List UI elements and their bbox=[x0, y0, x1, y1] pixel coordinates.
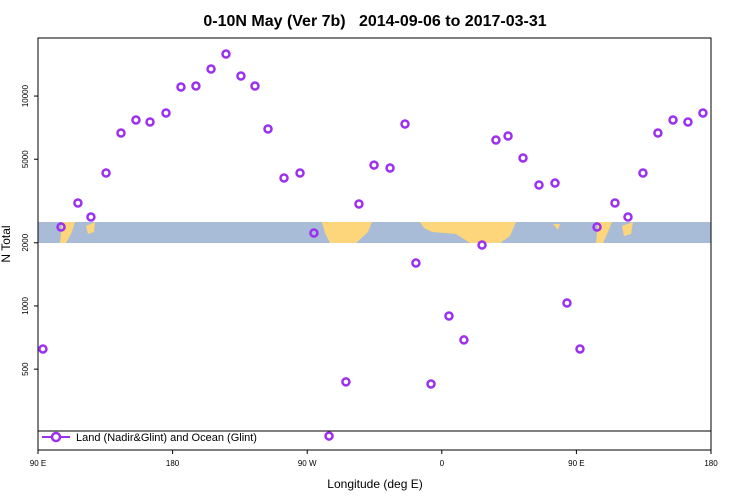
data-point bbox=[400, 119, 410, 129]
data-point bbox=[86, 212, 96, 222]
map-strip bbox=[38, 222, 711, 243]
data-point bbox=[341, 377, 351, 387]
ocean-band bbox=[38, 222, 711, 243]
legend-marker bbox=[50, 431, 62, 443]
data-point bbox=[459, 335, 469, 345]
x-tick-label: 180 bbox=[704, 459, 718, 468]
data-point bbox=[324, 431, 334, 441]
data-point bbox=[236, 71, 246, 81]
data-point bbox=[426, 379, 436, 389]
data-point bbox=[411, 258, 421, 268]
land bbox=[322, 222, 372, 243]
plot-frame bbox=[37, 37, 712, 451]
y-tick-label: 500 bbox=[21, 362, 30, 376]
x-tick-label: 90 E bbox=[30, 459, 46, 468]
x-tick-label: 90 W bbox=[298, 459, 317, 468]
y-tick-label: 10000 bbox=[21, 84, 30, 107]
data-point bbox=[116, 128, 126, 138]
legend-label: Land (Nadir&Glint) and Ocean (Glint) bbox=[76, 432, 257, 444]
chart-title: 0-10N May (Ver 7b) 2014-09-06 to 2017-03… bbox=[203, 13, 546, 30]
data-point bbox=[206, 64, 216, 74]
data-point bbox=[683, 117, 693, 127]
data-point bbox=[562, 298, 572, 308]
legend-box bbox=[37, 430, 712, 451]
y-tick-label: 5000 bbox=[21, 150, 30, 168]
land bbox=[60, 222, 95, 243]
data-point bbox=[518, 153, 528, 163]
data-point bbox=[221, 49, 231, 59]
data-point bbox=[477, 240, 487, 250]
data-point bbox=[161, 108, 171, 118]
data-point bbox=[263, 124, 273, 134]
data-point bbox=[575, 344, 585, 354]
data-point bbox=[354, 199, 364, 209]
data-point bbox=[56, 222, 66, 232]
data-point bbox=[444, 311, 454, 321]
data-point bbox=[491, 135, 501, 145]
data-point bbox=[638, 168, 648, 178]
data-point bbox=[131, 115, 141, 125]
land bbox=[420, 222, 516, 243]
data-point bbox=[176, 82, 186, 92]
data-point bbox=[550, 178, 560, 188]
data-point bbox=[610, 198, 620, 208]
data-point bbox=[309, 228, 319, 238]
x-tick-label: 180 bbox=[166, 459, 180, 468]
y-axis-label: N Total bbox=[0, 225, 13, 262]
data-point bbox=[698, 108, 708, 118]
data-point bbox=[145, 117, 155, 127]
data-point bbox=[668, 115, 678, 125]
x-tick-label: 0 bbox=[440, 459, 445, 468]
data-point bbox=[73, 198, 83, 208]
data-point bbox=[623, 212, 633, 222]
y-tick-label: 2000 bbox=[21, 233, 30, 251]
data-point bbox=[369, 160, 379, 170]
x-tick-label: 90 E bbox=[568, 459, 584, 468]
data-point bbox=[191, 81, 201, 91]
x-axis-label: Longitude (deg E) bbox=[327, 477, 422, 491]
data-point bbox=[653, 128, 663, 138]
data-point bbox=[385, 163, 395, 173]
data-point bbox=[250, 81, 260, 91]
data-point bbox=[534, 180, 544, 190]
data-point bbox=[101, 168, 111, 178]
data-point bbox=[38, 344, 48, 354]
data-point bbox=[295, 168, 305, 178]
data-point bbox=[592, 222, 602, 232]
y-tick-label: 1000 bbox=[21, 297, 30, 315]
data-point bbox=[503, 131, 513, 141]
data-point bbox=[279, 173, 289, 183]
